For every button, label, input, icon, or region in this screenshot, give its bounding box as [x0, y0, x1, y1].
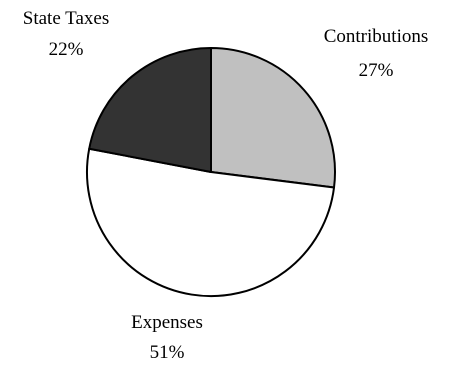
slice-label-contributions: Contributions [324, 26, 429, 47]
pie-slice-contributions [210, 47, 336, 189]
slice-value-expenses: 51% [150, 342, 185, 363]
pie-slices [86, 47, 336, 298]
slice-label-state-taxes: State Taxes [23, 8, 109, 29]
pie-slice-expenses [86, 147, 336, 298]
slice-value-contributions: 27% [359, 60, 394, 81]
slice-value-state-taxes: 22% [49, 39, 84, 60]
pie-slice-state-taxes [88, 47, 212, 173]
slice-label-expenses: Expenses [131, 312, 203, 333]
pie-labels: Contributions 27% Expenses 51% State Tax… [23, 8, 428, 363]
